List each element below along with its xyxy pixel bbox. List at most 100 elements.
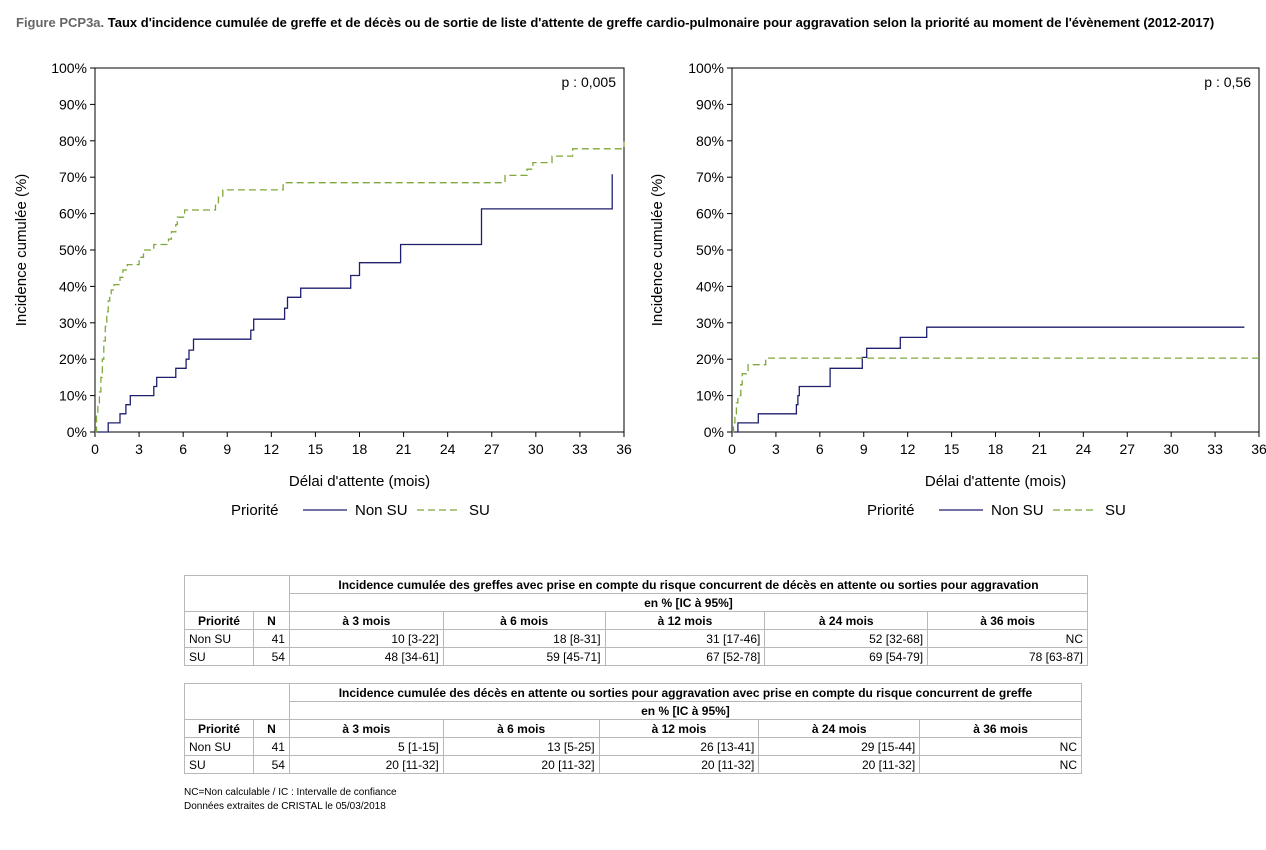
x-tick-label: 9 bbox=[223, 441, 231, 457]
y-tick-label: 10% bbox=[696, 388, 724, 404]
y-tick-label: 60% bbox=[59, 206, 87, 222]
col-period: à 12 mois bbox=[598, 719, 760, 738]
table-header: Incidence cumulée des décès en attente o… bbox=[288, 683, 1083, 702]
legend-title: Priorité bbox=[231, 502, 279, 519]
table-cell: 20 [11-32] bbox=[288, 755, 444, 774]
y-tick-label: 50% bbox=[696, 242, 724, 258]
x-tick-label: 27 bbox=[484, 441, 500, 457]
x-tick-label: 18 bbox=[988, 441, 1004, 457]
table-subheader: en % [IC à 95%] bbox=[288, 593, 1089, 612]
p-value-annotation: p : 0,005 bbox=[562, 74, 617, 90]
x-tick-label: 6 bbox=[179, 441, 187, 457]
legend-non-su-label: Non SU bbox=[991, 502, 1044, 519]
y-tick-label: 70% bbox=[696, 169, 724, 185]
p-value-annotation: p : 0,56 bbox=[1204, 74, 1251, 90]
y-tick-label: 40% bbox=[696, 278, 724, 294]
series-su-line bbox=[95, 141, 625, 433]
row-n: 41 bbox=[252, 629, 290, 648]
x-tick-label: 27 bbox=[1119, 441, 1135, 457]
col-priorite: Priorité bbox=[184, 611, 254, 630]
y-tick-label: 70% bbox=[59, 169, 87, 185]
x-axis-label: Délai d'attente (mois) bbox=[925, 473, 1066, 490]
table-row: Non SU 41 10 [3-22] 18 [8-31] 31 [17-46]… bbox=[184, 629, 1088, 648]
chart-right: 0%10%20%30%40%50%60%70%80%90%100%0 3 6 9 12 1… bbox=[649, 60, 1266, 519]
x-tick-label: 12 bbox=[900, 441, 916, 457]
table-cell: 20 [11-32] bbox=[442, 755, 600, 774]
series-non-su-line bbox=[95, 174, 613, 433]
table-cell: 59 [45-71] bbox=[442, 647, 606, 666]
x-tick-label: 0 bbox=[728, 441, 736, 457]
x-tick-label: 0 bbox=[91, 441, 99, 457]
y-tick-label: 100% bbox=[688, 60, 724, 76]
table-cell: 5 [1-15] bbox=[288, 737, 444, 756]
y-axis-label: Incidence cumulée (%) bbox=[649, 174, 666, 327]
table-graft-incidence: Incidence cumulée des greffes avec prise… bbox=[184, 575, 1089, 666]
table-row: SU 54 20 [11-32] 20 [11-32] 20 [11-32] 2… bbox=[184, 755, 1082, 774]
y-tick-label: 0% bbox=[67, 424, 87, 440]
x-tick-label: 18 bbox=[352, 441, 368, 457]
y-tick-label: 90% bbox=[59, 96, 87, 112]
x-axis-label: Délai d'attente (mois) bbox=[289, 473, 430, 490]
table-corner bbox=[184, 683, 290, 702]
table-cell: 20 [11-32] bbox=[598, 755, 760, 774]
x-tick-label: 9 bbox=[860, 441, 868, 457]
legend-su-label: SU bbox=[1105, 502, 1126, 519]
y-tick-label: 20% bbox=[696, 351, 724, 367]
x-tick-label: 24 bbox=[440, 441, 456, 457]
table-row: SU 54 48 [34-61] 59 [45-71] 67 [52-78] 6… bbox=[184, 647, 1088, 666]
col-period: à 12 mois bbox=[604, 611, 766, 630]
table-cell: 13 [5-25] bbox=[442, 737, 600, 756]
legend-title: Priorité bbox=[867, 502, 915, 519]
x-tick-label: 21 bbox=[396, 441, 412, 457]
table-cell: 52 [32-68] bbox=[764, 629, 929, 648]
table-subheader: en % [IC à 95%] bbox=[288, 701, 1083, 720]
col-period: à 3 mois bbox=[288, 719, 444, 738]
table-cell: 26 [13-41] bbox=[598, 737, 760, 756]
table-header: Incidence cumulée des greffes avec prise… bbox=[288, 575, 1089, 594]
y-tick-label: 80% bbox=[59, 133, 87, 149]
y-tick-label: 40% bbox=[59, 278, 87, 294]
table-row: Non SU 41 5 [1-15] 13 [5-25] 26 [13-41] … bbox=[184, 737, 1082, 756]
x-tick-label: 15 bbox=[308, 441, 324, 457]
figure-title: Figure PCP3a. Taux d'incidence cumulée d… bbox=[16, 12, 1246, 34]
x-tick-label: 3 bbox=[135, 441, 143, 457]
x-tick-label: 33 bbox=[1207, 441, 1223, 457]
footnote-line: NC=Non calculable / IC : Intervalle de c… bbox=[184, 787, 397, 798]
y-tick-label: 80% bbox=[696, 133, 724, 149]
series-su-line bbox=[732, 357, 1259, 433]
y-tick-label: 20% bbox=[59, 351, 87, 367]
table-death-incidence: Incidence cumulée des décès en attente o… bbox=[184, 683, 1083, 774]
y-tick-label: 60% bbox=[696, 206, 724, 222]
col-priorite: Priorité bbox=[184, 719, 254, 738]
table-corner bbox=[184, 575, 290, 594]
series-non-su-line bbox=[732, 326, 1245, 433]
table-cell: 67 [52-78] bbox=[604, 647, 766, 666]
row-label: Non SU bbox=[184, 629, 254, 648]
table-corner bbox=[184, 701, 290, 720]
y-tick-label: 30% bbox=[696, 315, 724, 331]
row-n: 54 bbox=[252, 755, 290, 774]
row-n: 41 bbox=[252, 737, 290, 756]
table-cell: NC bbox=[927, 629, 1088, 648]
y-tick-label: 100% bbox=[51, 60, 87, 76]
table-cell: 10 [3-22] bbox=[288, 629, 444, 648]
table-cell: 20 [11-32] bbox=[758, 755, 921, 774]
x-tick-label: 24 bbox=[1076, 441, 1092, 457]
y-tick-label: 50% bbox=[59, 242, 87, 258]
table-cell: 29 [15-44] bbox=[758, 737, 921, 756]
x-tick-label: 3 bbox=[772, 441, 780, 457]
table-cell: NC bbox=[919, 755, 1082, 774]
x-tick-label: 15 bbox=[944, 441, 960, 457]
col-period: à 24 mois bbox=[758, 719, 921, 738]
x-tick-label: 30 bbox=[1163, 441, 1179, 457]
x-tick-label: 33 bbox=[572, 441, 588, 457]
col-n: N bbox=[252, 611, 290, 630]
table-corner bbox=[184, 593, 290, 612]
col-period: à 36 mois bbox=[927, 611, 1088, 630]
x-tick-label: 36 bbox=[1251, 441, 1266, 457]
figure-prefix: Figure PCP3a. bbox=[16, 15, 105, 30]
y-tick-label: 0% bbox=[704, 424, 724, 440]
table-cell: 78 [63-87] bbox=[927, 647, 1088, 666]
legend-non-su-label: Non SU bbox=[355, 502, 408, 519]
y-tick-label: 30% bbox=[59, 315, 87, 331]
